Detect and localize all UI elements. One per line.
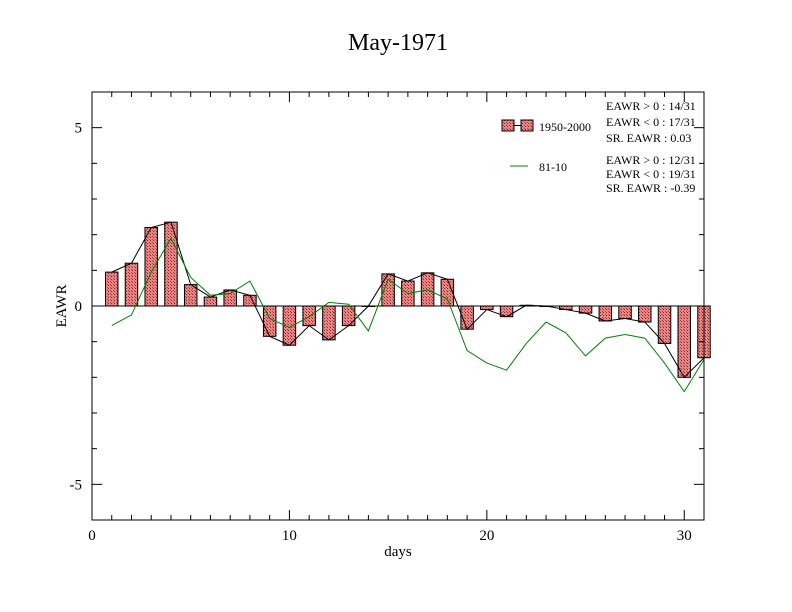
bar-day-30	[677, 305, 692, 378]
stat-1950-2000-sr: SR. EAWR : 0.03	[606, 131, 691, 145]
bar-day-11	[302, 305, 316, 327]
x-axis: 0 10 20 30	[88, 92, 692, 544]
legend-swatch-1950-2000	[501, 119, 515, 132]
stats-block: EAWR > 0 : 14/31 EAWR < 0 : 17/31 SR. EA…	[606, 99, 696, 195]
bar-day-3	[144, 227, 158, 307]
y-tick-label-0: 0	[75, 299, 83, 315]
x-tick-label-10: 10	[282, 528, 297, 544]
legend-label-81-10: 81-10	[539, 160, 567, 174]
stat-1950-2000-negative: EAWR < 0 : 17/31	[606, 115, 696, 129]
bar-day-29	[657, 305, 672, 344]
bar-day-7	[223, 289, 237, 307]
stat-1950-2000-positive: EAWR > 0 : 14/31	[606, 99, 696, 113]
bar-day-17	[420, 272, 435, 307]
stat-81-10-negative: EAWR < 0 : 19/31	[606, 167, 696, 181]
y-axis: -5 0 5	[70, 121, 704, 493]
bar-day-18	[440, 278, 455, 307]
bar-day-13	[341, 305, 356, 327]
bar-day-20	[480, 305, 494, 311]
bar-day-6	[203, 296, 218, 307]
bar-day-1	[104, 271, 119, 307]
x-tick-label-0: 0	[88, 528, 96, 544]
bar-day-12	[322, 305, 336, 341]
series-line-81-10	[111, 237, 705, 393]
bar-day-2	[124, 262, 139, 307]
bar-day-28	[638, 305, 652, 323]
y-tick-label--5: -5	[70, 477, 83, 493]
stat-81-10-positive: EAWR > 0 : 12/31	[606, 153, 696, 167]
x-tick-label-30: 30	[677, 528, 692, 544]
stat-81-10-sr: SR. EAWR : -0.39	[606, 181, 695, 195]
legend-swatch-1950-2000-right	[520, 119, 534, 132]
y-axis-label: EAWR	[54, 285, 70, 328]
series-line-1950-2000	[111, 221, 705, 379]
bar-day-27	[618, 305, 632, 319]
y-tick-label-5: 5	[75, 121, 83, 137]
x-axis-label: days	[384, 544, 412, 560]
legend-label-1950-2000: 1950-2000	[539, 120, 591, 134]
x-tick-label-20: 20	[479, 528, 494, 544]
chart-title: May-1971	[348, 30, 448, 56]
plot-area	[92, 221, 711, 393]
legend: 1950-2000 81-10	[501, 119, 591, 174]
